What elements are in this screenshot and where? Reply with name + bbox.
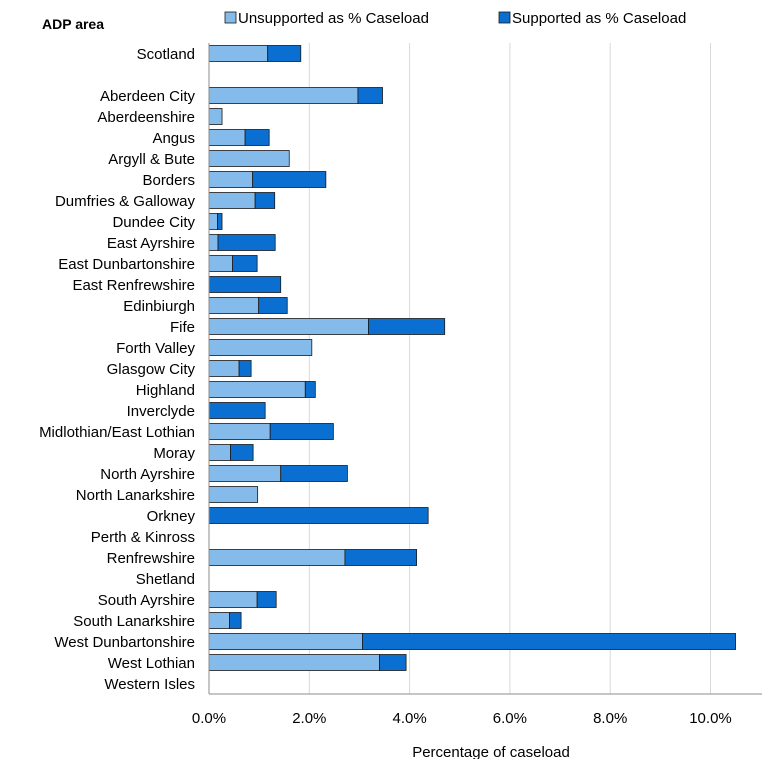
bar-supported	[217, 234, 276, 251]
bar-supported	[368, 318, 446, 335]
category-label: West Dunbartonshire	[54, 634, 195, 651]
category-label: Aberdeenshire	[97, 109, 195, 126]
x-tick-label: 10.0%	[689, 710, 732, 727]
category-label: South Lanarkshire	[73, 613, 195, 630]
legend: Unsupported as % Caseload Supported as %…	[224, 10, 686, 27]
legend-swatch-supported	[498, 11, 511, 24]
category-label: Perth & Kinross	[91, 529, 195, 546]
category-label: Midlothian/East Lothian	[39, 424, 195, 441]
bar-unsupported	[208, 192, 256, 209]
category-label: East Dunbartonshire	[58, 256, 195, 273]
category-label: Dundee City	[112, 214, 195, 231]
category-label: Scotland	[137, 46, 195, 63]
x-axis	[208, 43, 762, 695]
bar-unsupported	[208, 171, 254, 188]
bar-unsupported	[208, 423, 271, 440]
bar-supported	[254, 192, 276, 209]
category-label: Inverclyde	[127, 403, 195, 420]
category-label: Dumfries & Galloway	[55, 193, 196, 210]
bar-supported	[304, 381, 316, 398]
x-axis-title: Percentage of caseload	[412, 744, 570, 759]
bar-unsupported	[208, 87, 359, 104]
bar-unsupported	[208, 381, 306, 398]
bar-supported	[208, 507, 429, 524]
bar-supported	[229, 612, 242, 629]
x-tick-labels: 0.0% 2.0% 4.0% 6.0% 8.0% 10.0%	[192, 710, 732, 727]
bar-supported	[256, 591, 277, 608]
bar-supported	[217, 213, 223, 230]
bar-supported	[269, 423, 334, 440]
bar-unsupported	[208, 465, 282, 482]
bar-unsupported	[208, 444, 231, 461]
category-label: East Renfrewshire	[72, 277, 195, 294]
bar-unsupported	[208, 339, 313, 356]
category-label: Glasgow City	[107, 361, 196, 378]
bar-supported	[344, 549, 418, 566]
x-tick-label: 2.0%	[292, 710, 326, 727]
bar-unsupported	[208, 255, 233, 272]
bar-unsupported	[208, 234, 219, 251]
bar-supported	[357, 87, 383, 104]
category-label: Renfrewshire	[107, 550, 195, 567]
gridlines	[308, 43, 711, 694]
bar-unsupported	[208, 486, 259, 503]
bar-unsupported	[208, 108, 223, 125]
category-label: Highland	[136, 382, 195, 399]
bar-unsupported	[208, 612, 230, 629]
bar-unsupported	[208, 297, 260, 314]
bar-supported	[238, 360, 252, 377]
category-label: Forth Valley	[116, 340, 195, 357]
bar-unsupported	[208, 318, 369, 335]
bar-supported	[232, 255, 258, 272]
legend-swatch-unsupported	[224, 11, 237, 24]
category-label: North Ayrshire	[100, 466, 195, 483]
bar-unsupported	[208, 213, 218, 230]
x-tick-label: 4.0%	[392, 710, 426, 727]
legend-label-unsupported: Unsupported as % Caseload	[238, 10, 429, 27]
bar-supported	[280, 465, 348, 482]
category-label: East Ayrshire	[107, 235, 195, 252]
category-label: Orkney	[147, 508, 196, 525]
x-tick-label: 8.0%	[593, 710, 627, 727]
category-labels: Scotland Aberdeen City Aberdeenshire Angus A…	[39, 46, 195, 693]
bar-supported	[362, 633, 736, 650]
bar-unsupported	[208, 633, 363, 650]
category-label: Fife	[170, 319, 195, 336]
bars	[208, 45, 736, 671]
bar-unsupported	[208, 591, 258, 608]
bar-unsupported	[208, 129, 246, 146]
category-label: Moray	[153, 445, 195, 462]
bar-unsupported	[208, 45, 269, 62]
legend-label-supported: Supported as % Caseload	[512, 10, 686, 27]
bar-unsupported	[208, 360, 240, 377]
bar-supported	[258, 297, 288, 314]
bar-supported	[230, 444, 254, 461]
y-axis-title: ADP area	[42, 16, 104, 32]
category-label: North Lanarkshire	[76, 487, 195, 504]
bar-supported	[208, 276, 282, 293]
bar-supported	[379, 654, 407, 671]
bar-supported	[267, 45, 302, 62]
category-label: West Lothian	[108, 655, 195, 672]
bar-supported	[244, 129, 270, 146]
category-label: Borders	[142, 172, 195, 189]
category-label: Aberdeen City	[100, 88, 196, 105]
bar-supported	[252, 171, 327, 188]
category-label: South Ayrshire	[98, 592, 195, 609]
x-tick-label: 6.0%	[493, 710, 527, 727]
category-label: Shetland	[136, 571, 195, 588]
category-label: Western Isles	[104, 676, 195, 693]
x-tick-label: 0.0%	[192, 710, 226, 727]
category-label: Edinbiurgh	[123, 298, 195, 315]
category-label: Argyll & Bute	[108, 151, 195, 168]
bar-unsupported	[208, 654, 380, 671]
category-label: Angus	[152, 130, 195, 147]
bar-unsupported	[208, 549, 346, 566]
bar-unsupported	[208, 150, 290, 167]
bar-supported	[208, 402, 266, 419]
